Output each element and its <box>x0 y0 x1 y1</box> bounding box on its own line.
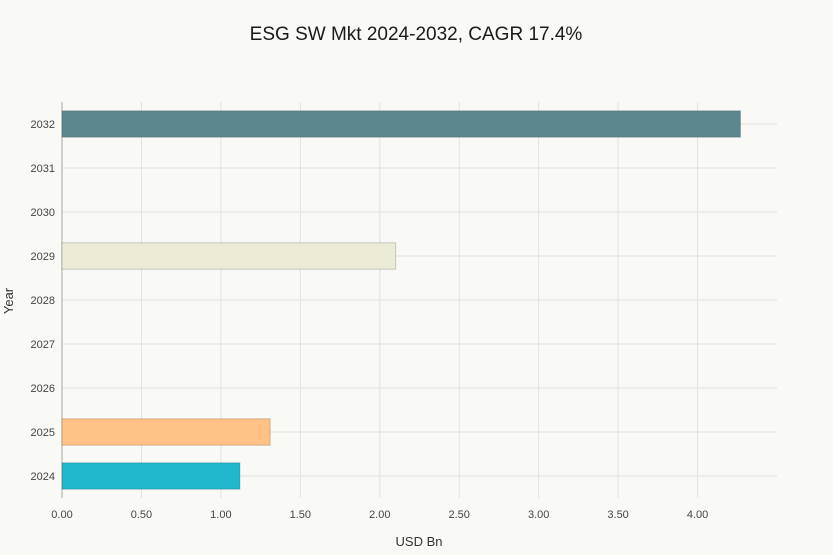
y-tick-label: 2026 <box>31 383 55 395</box>
x-tick-label: 0.00 <box>51 509 72 521</box>
bar-2032 <box>61 110 741 138</box>
y-tick-label: 2031 <box>31 163 55 175</box>
x-tick-label: 3.50 <box>607 509 628 521</box>
y-tick-label: 2029 <box>31 251 55 263</box>
y-axis-ticks: 2024 2025 2026 2027 2028 2029 2030 2031 2032 <box>31 119 55 483</box>
y-tick-label: 2032 <box>31 119 55 131</box>
y-axis-label: Year <box>1 287 16 314</box>
x-tick-label: 2.50 <box>449 509 470 521</box>
x-tick-label: 2.00 <box>369 509 390 521</box>
chart-title: ESG SW Mkt 2024-2032, CAGR 17.4% <box>250 24 583 45</box>
x-axis-label: USD Bn <box>396 534 443 549</box>
y-tick-label: 2028 <box>31 295 55 307</box>
x-tick-label: 1.00 <box>210 509 231 521</box>
bars <box>61 110 741 490</box>
bar-2024 <box>61 462 241 490</box>
bar-2025 <box>61 418 271 446</box>
x-axis-ticks: 0.00 0.50 1.00 1.50 2.00 2.50 3.00 3.50 4.00 <box>51 509 708 521</box>
x-tick-label: 4.00 <box>687 509 708 521</box>
x-tick-label: 0.50 <box>131 509 152 521</box>
bar-2029 <box>61 242 397 270</box>
y-tick-label: 2024 <box>31 471 55 483</box>
x-tick-label: 3.00 <box>528 509 549 521</box>
y-tick-label: 2030 <box>31 207 55 219</box>
y-tick-label: 2025 <box>31 427 55 439</box>
y-tick-label: 2027 <box>31 339 55 351</box>
x-tick-label: 1.50 <box>290 509 311 521</box>
